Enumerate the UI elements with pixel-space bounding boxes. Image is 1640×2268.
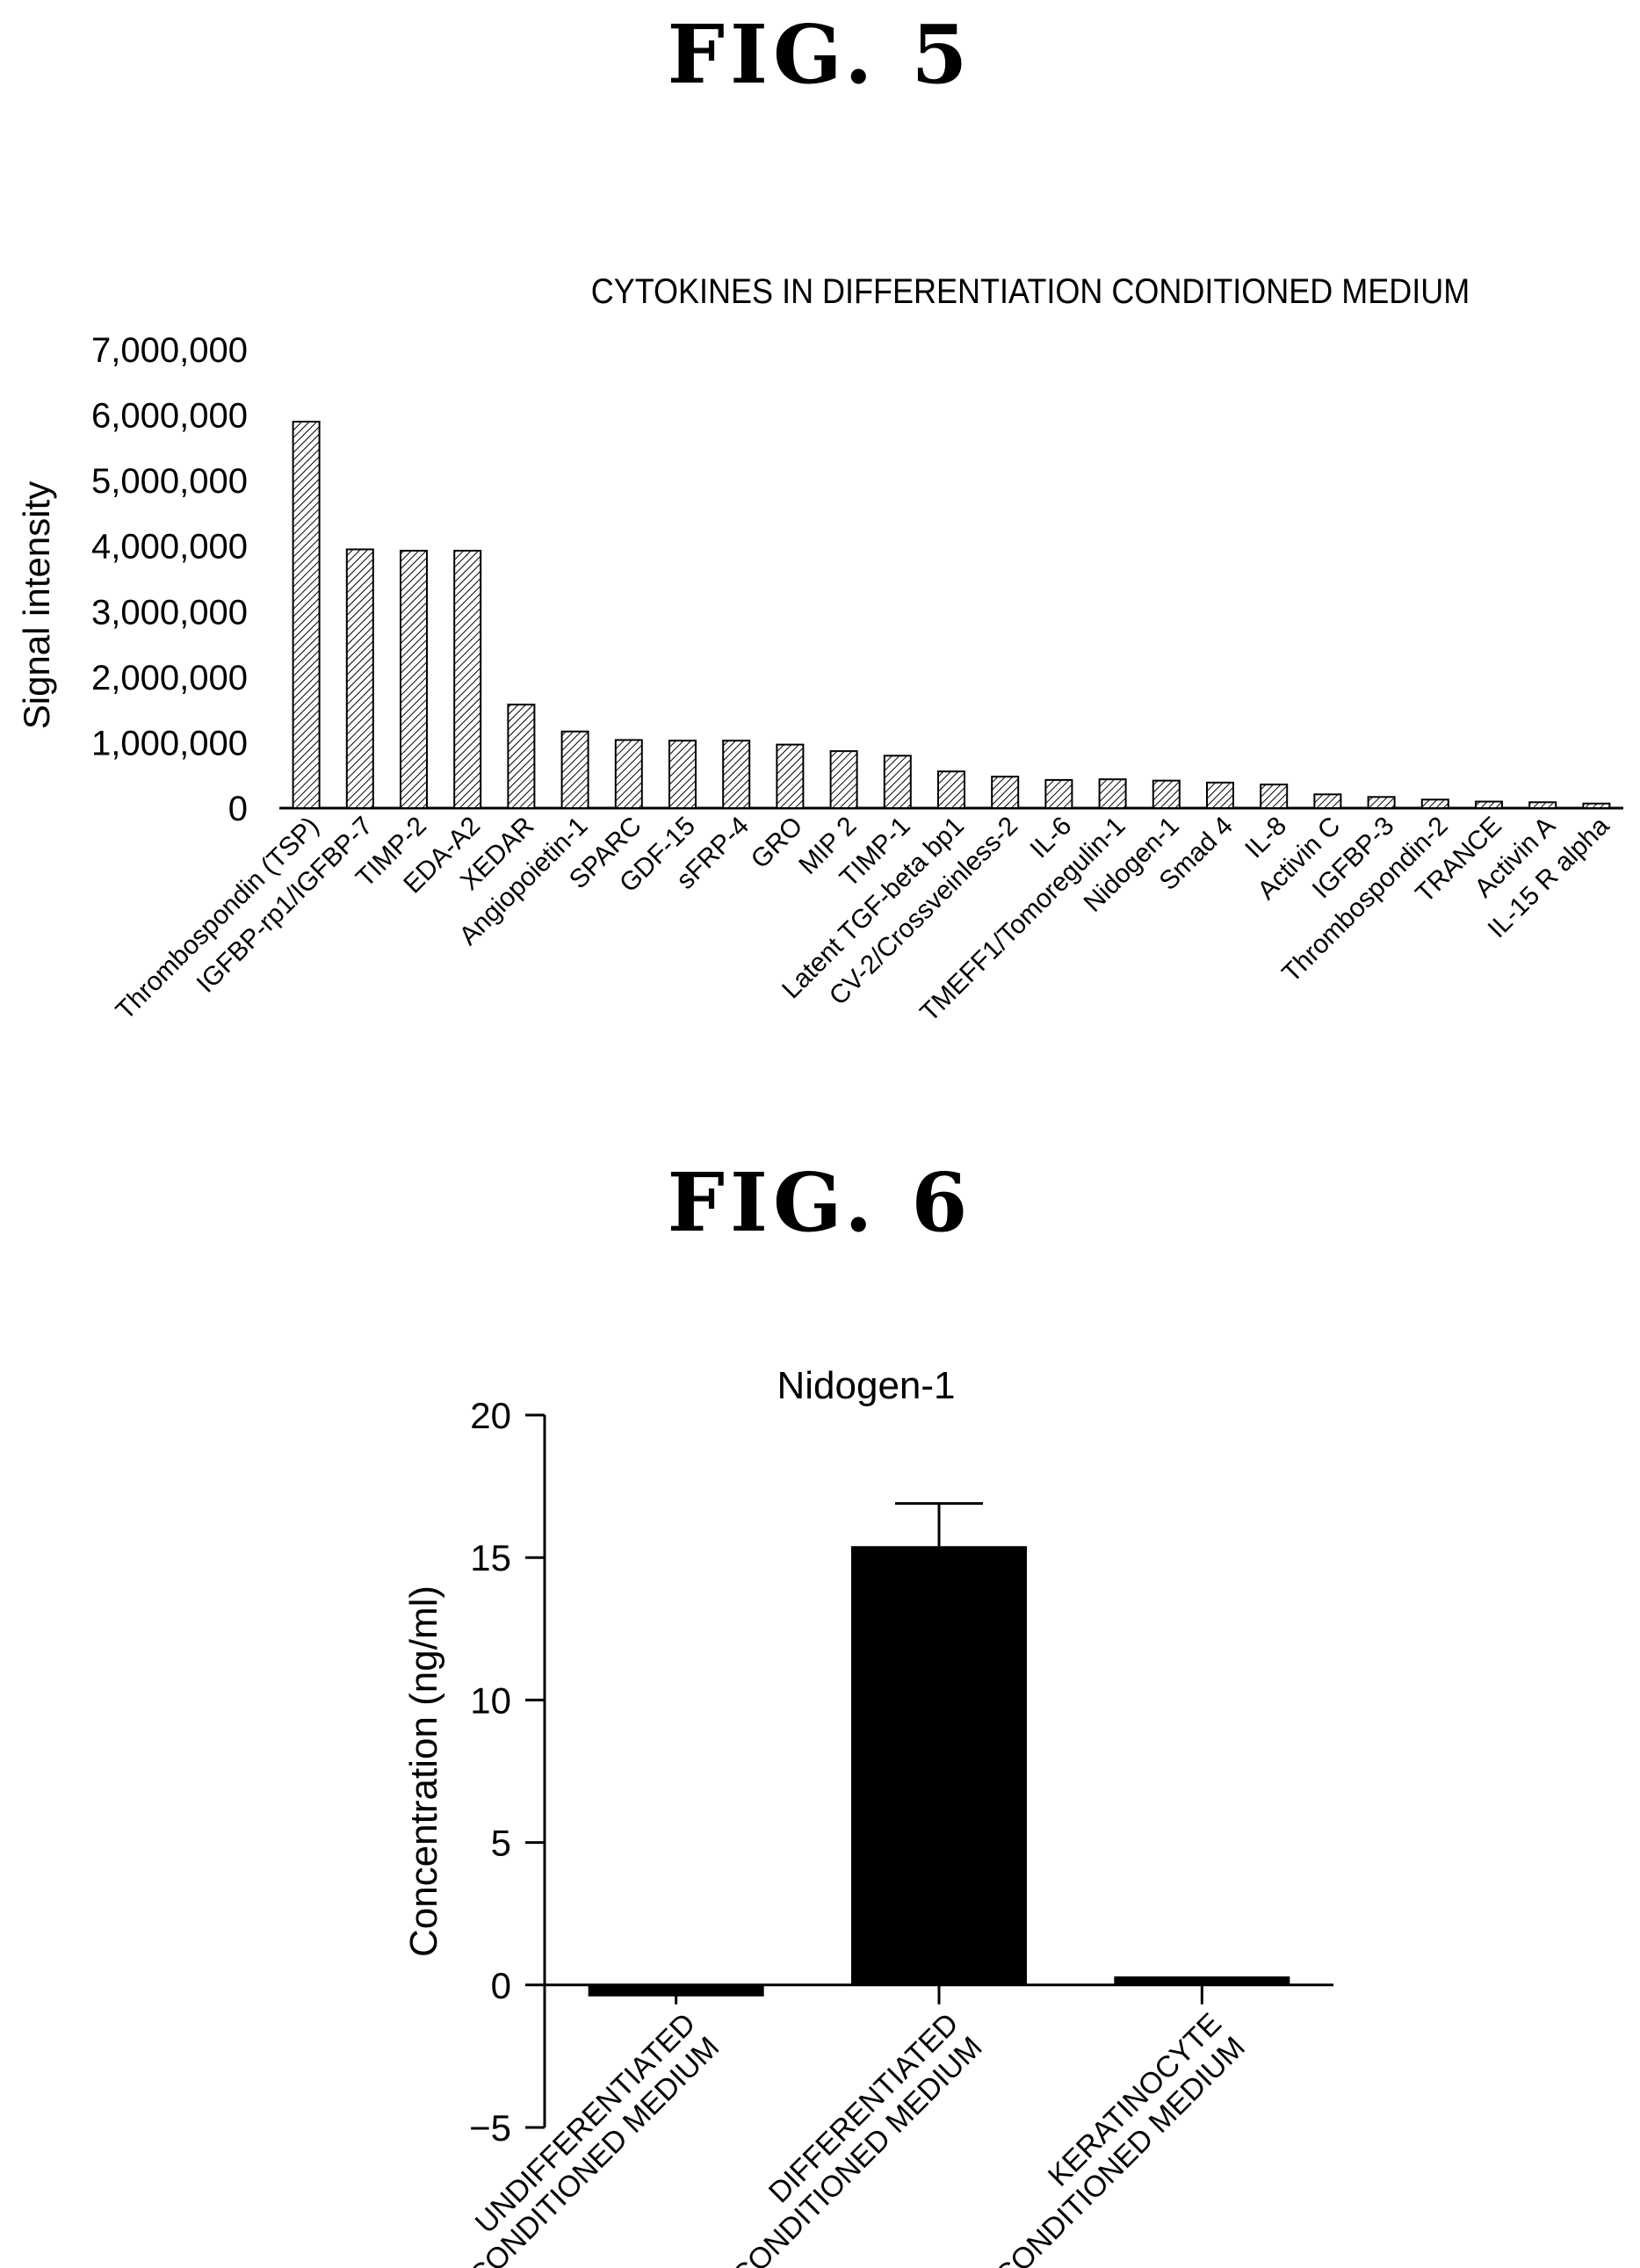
bar	[292, 421, 321, 809]
y-tick-label: 4,000,000	[91, 528, 248, 567]
bar	[1260, 784, 1289, 810]
y-axis-label: Concentration (ng/ml)	[402, 1585, 445, 1957]
bar	[668, 740, 697, 809]
y-tick-label: −5	[469, 2107, 511, 2149]
x-tick-label: DIFFERENTIATEDCONDITIONED MEDIUM	[702, 2007, 988, 2268]
bar	[345, 548, 374, 809]
cytokine-bar-chart: CYTOKINES IN DIFFERENTIATION CONDITIONED…	[16, 272, 1623, 1028]
bar	[1098, 778, 1127, 810]
x-tick-label: KERATINOCYTECONDITIONED MEDIUM	[965, 2007, 1252, 2268]
y-tick-label: 1,000,000	[91, 724, 248, 762]
bar	[1475, 800, 1503, 809]
y-tick-label: 2,000,000	[91, 659, 248, 697]
bar	[1313, 793, 1342, 810]
y-tick-label: 7,000,000	[91, 331, 248, 370]
chart-title: Nidogen-1	[777, 1364, 955, 1407]
bar	[453, 549, 482, 809]
bar	[1152, 779, 1181, 809]
bar	[991, 776, 1020, 809]
bar	[937, 770, 965, 809]
bar	[400, 549, 428, 809]
bar	[1114, 1976, 1290, 1985]
bar	[507, 704, 536, 809]
bar	[1420, 798, 1449, 810]
bar	[1582, 802, 1611, 810]
y-tick-label: 10	[470, 1679, 511, 1721]
y-tick-label: 15	[470, 1537, 511, 1578]
y-tick-label: 6,000,000	[91, 397, 248, 436]
bar	[883, 755, 912, 809]
y-tick-label: 5,000,000	[91, 462, 248, 501]
y-tick-label: 0	[228, 790, 248, 828]
bar	[614, 739, 643, 810]
bar	[1044, 778, 1073, 809]
bar	[560, 730, 589, 809]
figure-5-label: FIG. 5	[667, 7, 973, 102]
y-axis-label: Signal intensity	[16, 481, 57, 730]
bar	[851, 1546, 1027, 1985]
figure-6-label: FIG. 6	[667, 1155, 973, 1250]
bar	[1367, 796, 1396, 810]
bar	[722, 740, 751, 809]
y-tick-label: 20	[470, 1395, 511, 1436]
bar	[829, 750, 858, 810]
y-tick-label: 5	[491, 1823, 511, 1864]
y-tick-label: 3,000,000	[91, 593, 248, 632]
chart-title: CYTOKINES IN DIFFERENTIATION CONDITIONED…	[591, 272, 1470, 311]
bar	[1528, 801, 1557, 810]
bar	[776, 743, 805, 809]
y-tick-label: 0	[491, 1965, 511, 2006]
bar	[1206, 781, 1234, 809]
